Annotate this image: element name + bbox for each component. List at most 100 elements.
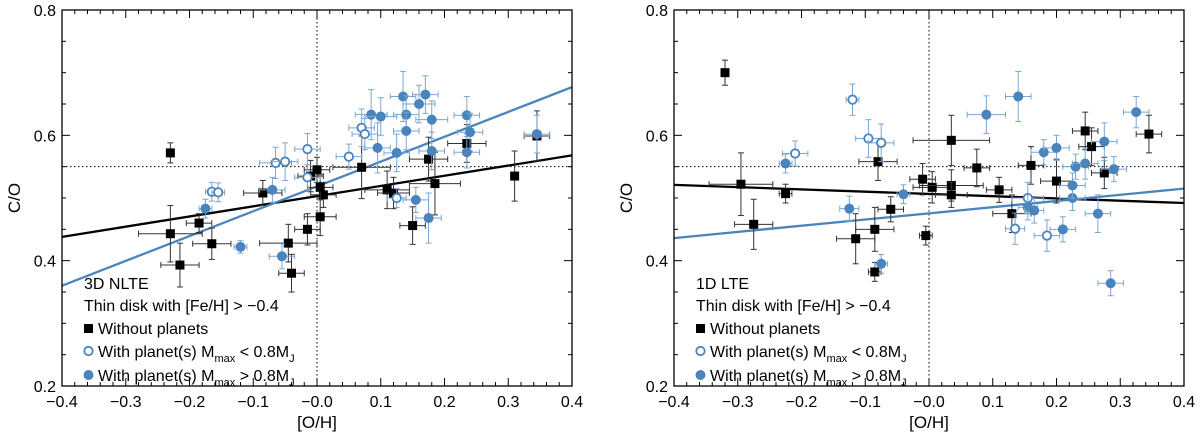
marker-square-without-planets [1099,168,1109,178]
marker-square-without-planets [918,174,928,184]
marker-square-without-planets [1026,160,1036,170]
marker-square-without-planets [194,218,204,228]
marker-filled-circle-high-mass [426,146,437,156]
x-tick-label: 0.2 [433,394,455,411]
data-point [364,122,391,174]
data-point [377,176,410,210]
marker-square-without-planets [946,190,956,200]
marker-square-without-planets [315,182,325,192]
marker-square-without-planets [1052,176,1061,186]
x-tick-label: 0.2 [1045,394,1067,411]
data-point [1135,114,1163,154]
marker-square-without-planets [927,182,937,192]
marker-square-without-planets [357,162,367,172]
marker-square-without-planets [302,224,312,234]
y-tick-label: 0.4 [34,254,56,271]
marker-filled-circle-high-mass [200,203,211,214]
data-point [294,213,321,246]
data-point [867,123,895,163]
marker-open-circle-low-mass [876,137,887,148]
marker-square-without-planets [258,188,268,198]
fit-line-without-planets [674,183,1184,205]
marker-square-without-planets [175,260,185,270]
panel-3d-nlte: −0.4 −0.3 −0.2 −0.1 −0.0 0.1 0.2 0.3 0.4 0.2 0.4 0.… [5,3,583,432]
data-point [858,142,898,181]
legend-marker-high-mass [83,370,94,380]
x-tick-label: −0.2 [786,394,818,411]
marker-filled-circle-high-mass [423,213,434,224]
marker-open-circle-low-mass [790,148,801,159]
marker-filled-circle-high-mass [981,109,992,120]
marker-square-without-planets [207,239,217,249]
legend-marker-high-mass [695,370,706,380]
marker-filled-circle-high-mass [1013,91,1024,102]
y-tick-label: 0.8 [34,3,56,20]
data-point [408,151,461,216]
data-point [198,198,213,219]
marker-square-without-planets [870,224,880,234]
legend-text: With planet(s) M [710,344,826,361]
marker-filled-circle-high-mass [1057,224,1068,235]
data-point [408,136,449,182]
data-point [335,143,363,170]
marker-square-without-planets [312,165,322,175]
data-point [1097,270,1124,297]
marker-filled-circle-high-mass [398,91,409,102]
data-point [734,198,774,250]
marker-square-without-planets [870,267,880,277]
marker-open-circle-low-mass [270,157,281,169]
marker-square-without-planets [749,219,759,229]
legend-label-low-mass: With planet(s) Mmax < 0.8MJ [710,344,907,365]
legend-text: With planet(s) M [98,344,214,361]
marker-filled-circle-high-mass [372,142,383,153]
legend-text: > 0.8M [847,368,901,385]
data-point [415,192,442,244]
x-tick-label: −0.0 [301,394,333,411]
marker-open-circle-low-mass [280,156,291,167]
x-axis-label: [O/H] [909,413,949,432]
legend-text: < 0.8M [235,344,289,361]
data-point [1043,134,1070,161]
legend-marker-low-mass [83,345,94,357]
data-point [402,84,436,124]
x-tick-label: 0.3 [497,394,519,411]
marker-square-without-planets [851,234,861,244]
data-point [918,225,933,246]
marker-square-without-planets [283,238,293,248]
data-point [778,153,793,174]
data-point [909,163,936,196]
marker-open-circle-low-mass [302,172,313,183]
marker-square-without-planets [287,268,296,278]
data-point [708,152,774,217]
data-point [453,95,481,135]
marker-square-without-planets [1080,126,1090,136]
marker-filled-circle-high-mass [235,241,246,252]
data-point [233,240,248,254]
panel-subtitle: Thin disk with [Fe/H] > −0.4 [84,298,279,315]
marker-filled-circle-high-mass [461,147,472,158]
y-tick-label: 0.6 [34,128,56,145]
data-point [720,59,730,86]
data-point [874,253,889,274]
marker-filled-circle-high-mass [276,251,287,262]
marker-filled-circle-high-mass [420,89,431,100]
panel-label: 1D LTE [696,276,749,293]
legend-text: With planet(s) M [710,368,826,385]
x-tick-label: −0.3 [110,394,142,411]
marker-open-circle-low-mass [213,187,224,198]
data-point [271,142,299,181]
legend-subscript: max [826,377,847,389]
data-point [781,140,809,167]
marker-filled-circle-high-mass [391,147,402,158]
plot-area [62,70,572,293]
data-point [966,95,1006,134]
marker-square-without-planets [720,68,730,78]
marker-square-without-planets [510,171,520,181]
marker-filled-circle-high-mass [1080,158,1091,169]
marker-filled-circle-high-mass [898,189,909,200]
y-tick-label: 0.2 [34,379,56,396]
legend-subscript: J [289,353,295,365]
data-point [1005,212,1026,245]
data-point [192,227,232,260]
